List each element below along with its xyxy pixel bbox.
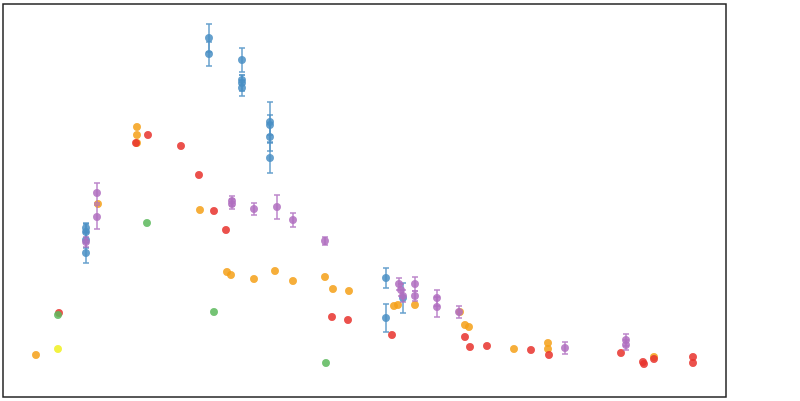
point bbox=[250, 275, 258, 283]
point bbox=[82, 224, 90, 232]
point bbox=[466, 343, 474, 351]
point bbox=[289, 216, 297, 224]
point bbox=[82, 249, 90, 257]
point bbox=[544, 345, 552, 353]
point bbox=[273, 203, 281, 211]
point bbox=[266, 121, 274, 129]
point bbox=[483, 342, 491, 350]
point bbox=[544, 339, 552, 347]
plot-frame bbox=[2, 3, 727, 398]
point bbox=[329, 285, 337, 293]
point bbox=[322, 359, 330, 367]
point bbox=[289, 277, 297, 285]
point bbox=[238, 84, 246, 92]
point bbox=[93, 189, 101, 197]
point bbox=[133, 123, 141, 131]
point bbox=[144, 131, 152, 139]
point bbox=[650, 355, 658, 363]
point bbox=[388, 331, 396, 339]
point bbox=[205, 34, 213, 42]
point bbox=[250, 205, 258, 213]
point bbox=[32, 351, 40, 359]
point bbox=[54, 311, 62, 319]
point bbox=[227, 271, 235, 279]
point bbox=[640, 360, 648, 368]
point bbox=[328, 313, 336, 321]
point bbox=[465, 323, 473, 331]
point bbox=[561, 344, 569, 352]
point bbox=[345, 287, 353, 295]
point bbox=[622, 341, 630, 349]
point bbox=[455, 308, 463, 316]
point bbox=[238, 56, 246, 64]
point bbox=[527, 346, 535, 354]
point bbox=[82, 238, 90, 246]
point bbox=[271, 267, 279, 275]
point bbox=[545, 351, 553, 359]
point bbox=[266, 154, 274, 162]
point bbox=[399, 292, 407, 300]
point bbox=[238, 76, 246, 84]
point bbox=[382, 314, 390, 322]
point bbox=[143, 219, 151, 227]
point bbox=[195, 171, 203, 179]
point bbox=[321, 237, 329, 245]
point bbox=[228, 200, 236, 208]
point bbox=[411, 280, 419, 288]
point bbox=[617, 349, 625, 357]
point bbox=[411, 292, 419, 300]
point bbox=[461, 333, 469, 341]
point bbox=[382, 274, 390, 282]
point bbox=[210, 207, 218, 215]
point bbox=[196, 206, 204, 214]
point bbox=[689, 353, 697, 361]
point bbox=[210, 308, 218, 316]
point bbox=[132, 139, 140, 147]
point bbox=[93, 213, 101, 221]
point bbox=[133, 131, 141, 139]
point bbox=[344, 316, 352, 324]
point bbox=[433, 303, 441, 311]
point bbox=[689, 359, 697, 367]
point bbox=[321, 273, 329, 281]
point bbox=[510, 345, 518, 353]
point bbox=[394, 301, 402, 309]
point bbox=[205, 50, 213, 58]
point bbox=[222, 226, 230, 234]
point bbox=[54, 345, 62, 353]
point bbox=[94, 200, 102, 208]
point bbox=[411, 301, 419, 309]
point bbox=[177, 142, 185, 150]
